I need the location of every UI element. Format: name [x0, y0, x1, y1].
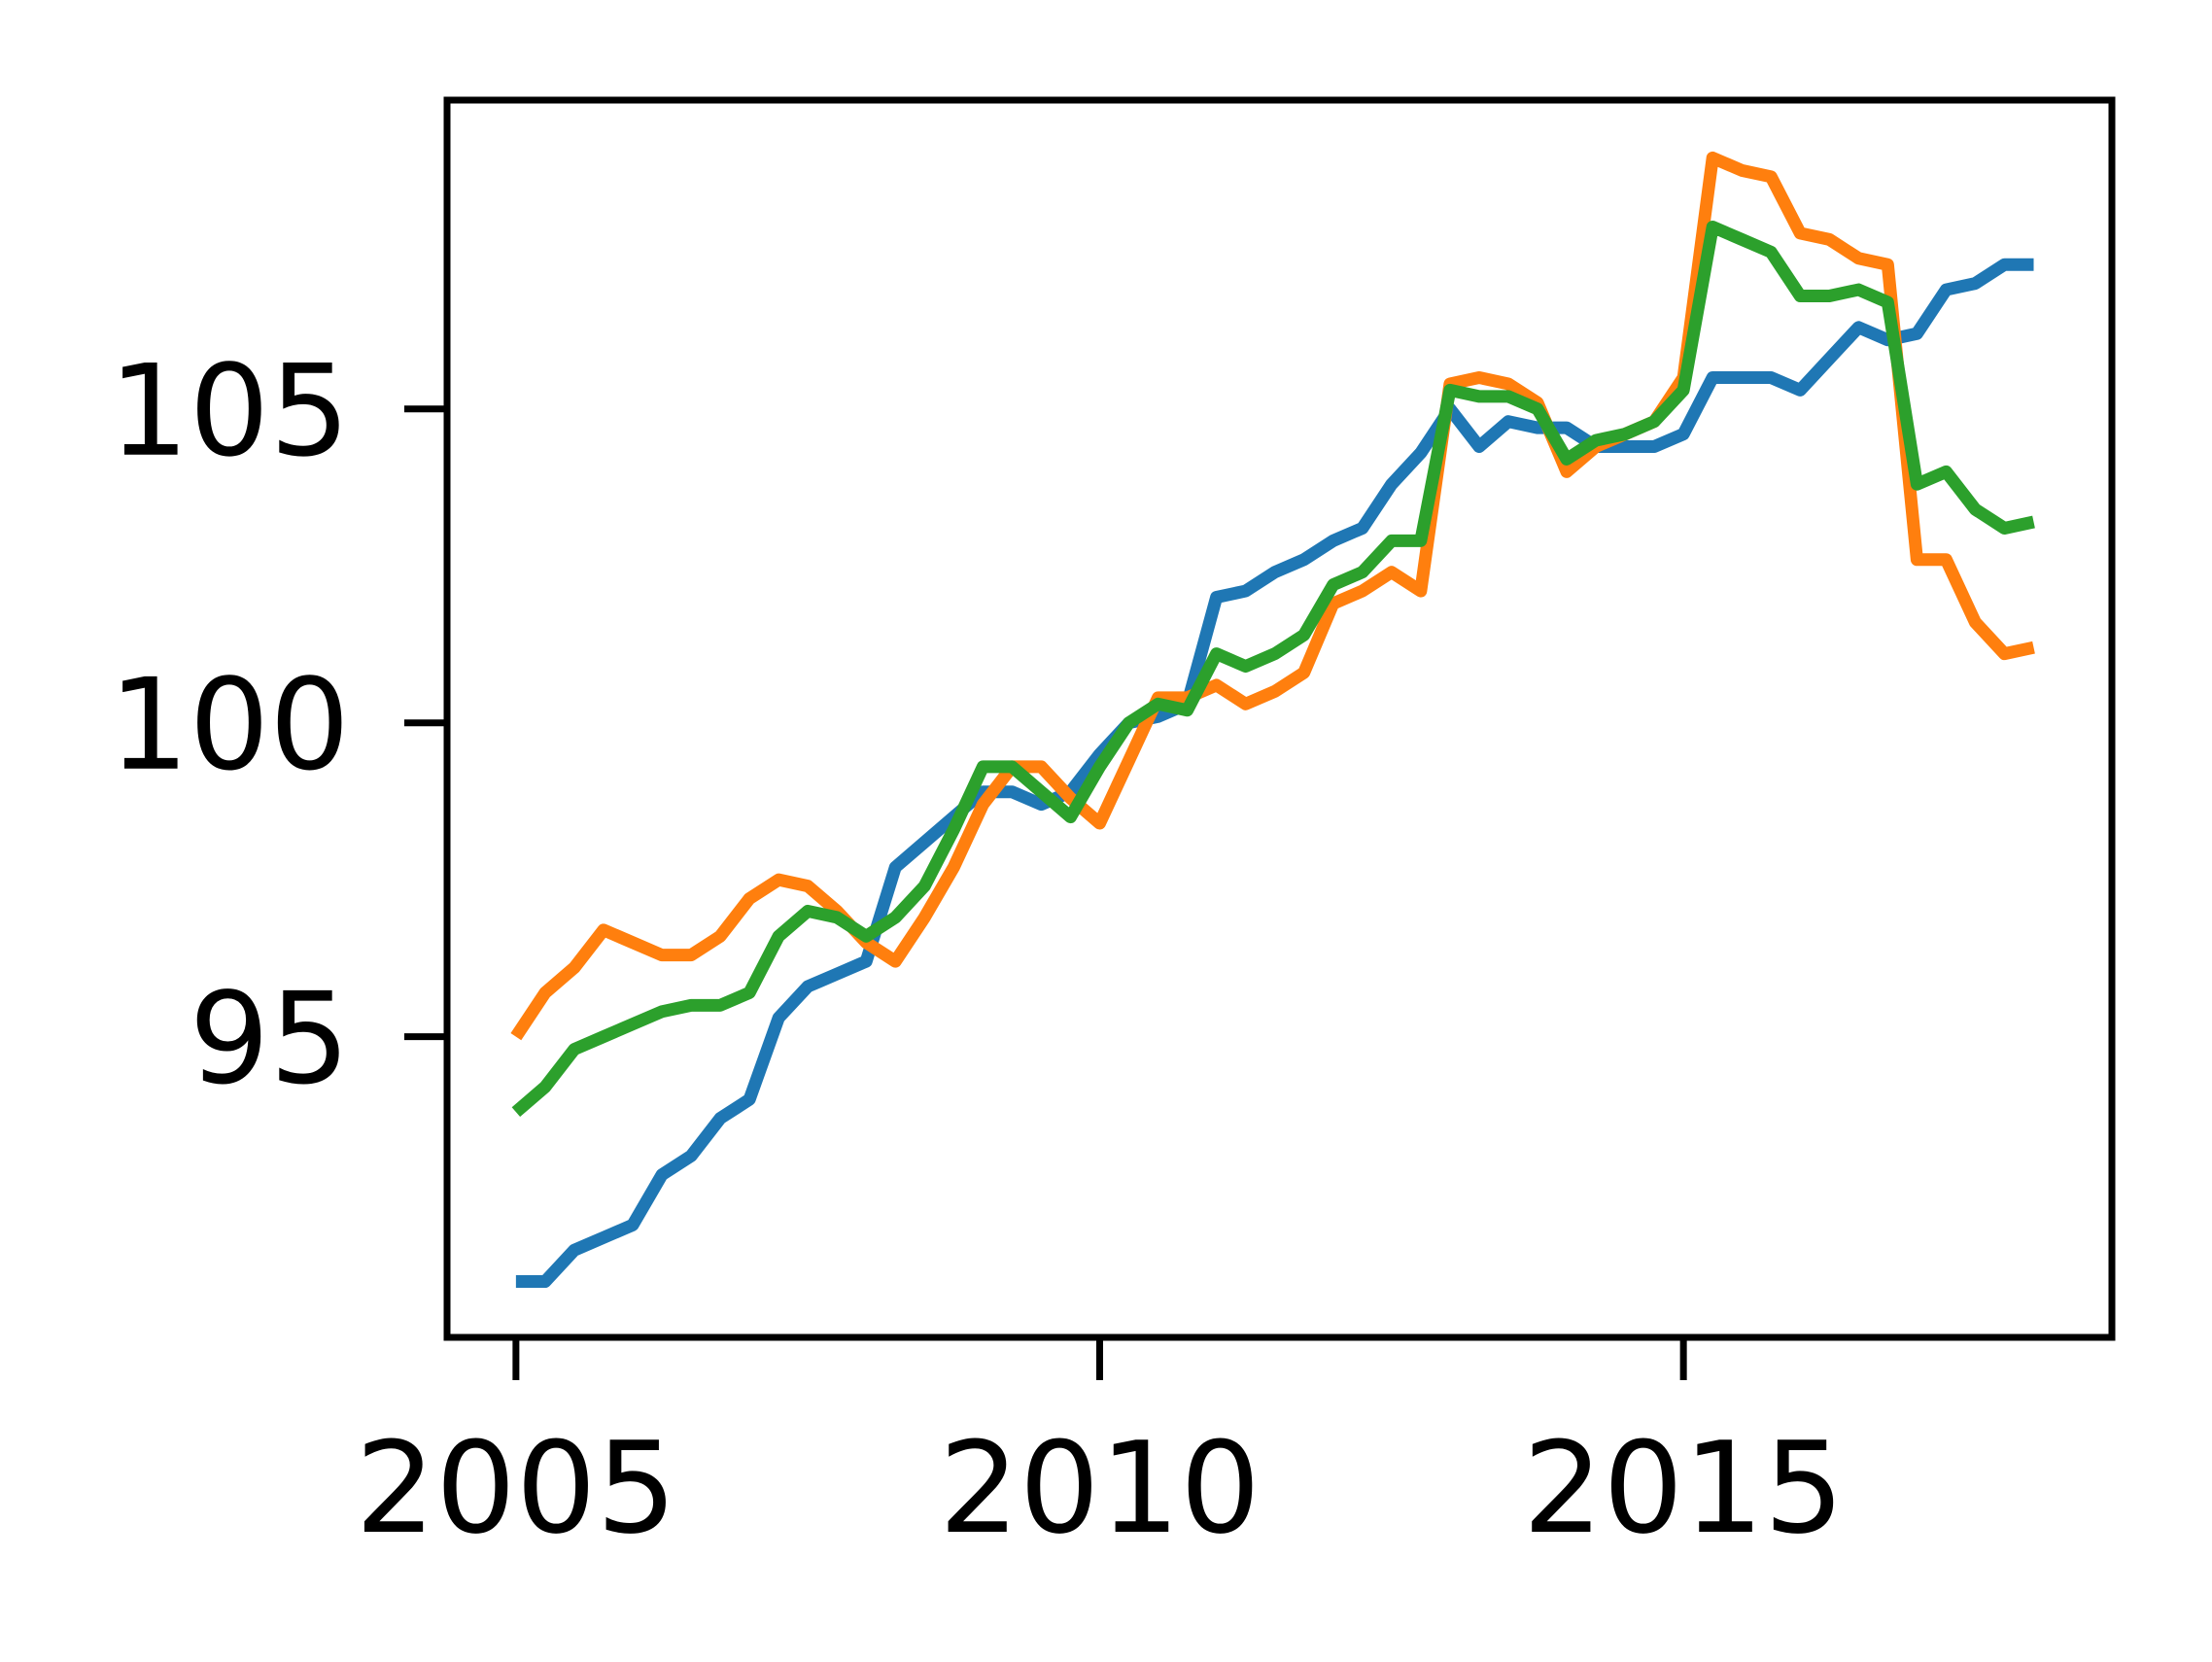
y-tick-label: 100: [109, 651, 350, 799]
y-tick-label: 105: [109, 337, 350, 485]
series-line: [515, 258, 2034, 1289]
plot-frame: [443, 96, 2116, 1341]
series-line: [511, 220, 2035, 1118]
x-tick-label: 2015: [1523, 1414, 1845, 1562]
x-tick-label: 2005: [355, 1414, 676, 1562]
x-tick-label: 2010: [939, 1414, 1261, 1562]
y-tick-label: 95: [190, 965, 350, 1113]
series-line: [510, 151, 2035, 1041]
